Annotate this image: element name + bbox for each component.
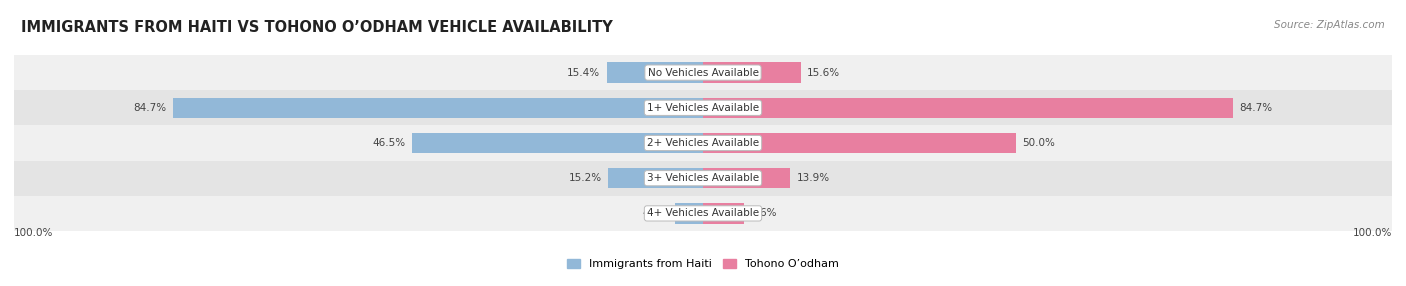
- Bar: [703, 62, 800, 83]
- Text: 84.7%: 84.7%: [134, 103, 166, 113]
- Bar: [703, 168, 790, 188]
- Text: 2+ Vehicles Available: 2+ Vehicles Available: [647, 138, 759, 148]
- Text: 84.7%: 84.7%: [1240, 103, 1272, 113]
- Bar: [14, 55, 1392, 90]
- Text: 4.5%: 4.5%: [643, 208, 669, 219]
- Text: 100.0%: 100.0%: [14, 228, 53, 238]
- Text: Source: ZipAtlas.com: Source: ZipAtlas.com: [1274, 20, 1385, 30]
- Bar: [14, 125, 1392, 161]
- Bar: [703, 203, 744, 224]
- Text: 15.2%: 15.2%: [568, 173, 602, 183]
- Text: 4+ Vehicles Available: 4+ Vehicles Available: [647, 208, 759, 219]
- Text: 6.6%: 6.6%: [751, 208, 778, 219]
- Bar: [675, 203, 703, 224]
- Bar: [607, 168, 703, 188]
- Bar: [14, 90, 1392, 125]
- Text: 13.9%: 13.9%: [796, 173, 830, 183]
- Legend: Immigrants from Haiti, Tohono O’odham: Immigrants from Haiti, Tohono O’odham: [567, 259, 839, 269]
- Text: 1+ Vehicles Available: 1+ Vehicles Available: [647, 103, 759, 113]
- Text: IMMIGRANTS FROM HAITI VS TOHONO O’ODHAM VEHICLE AVAILABILITY: IMMIGRANTS FROM HAITI VS TOHONO O’ODHAM …: [21, 20, 613, 35]
- Bar: [14, 196, 1392, 231]
- Bar: [412, 133, 703, 153]
- Text: No Vehicles Available: No Vehicles Available: [648, 67, 758, 78]
- Bar: [703, 98, 1233, 118]
- Bar: [703, 133, 1017, 153]
- Text: 100.0%: 100.0%: [1353, 228, 1392, 238]
- Text: 15.4%: 15.4%: [567, 67, 600, 78]
- Text: 46.5%: 46.5%: [373, 138, 405, 148]
- Bar: [173, 98, 703, 118]
- Bar: [14, 161, 1392, 196]
- Text: 50.0%: 50.0%: [1022, 138, 1056, 148]
- Text: 3+ Vehicles Available: 3+ Vehicles Available: [647, 173, 759, 183]
- Bar: [606, 62, 703, 83]
- Text: 15.6%: 15.6%: [807, 67, 841, 78]
